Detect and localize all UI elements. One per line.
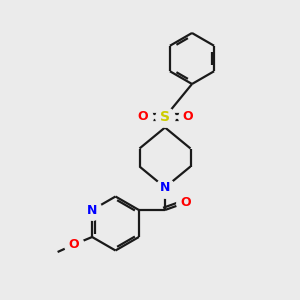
Text: O: O xyxy=(69,238,80,251)
Text: N: N xyxy=(160,181,170,194)
Text: S: S xyxy=(160,110,170,124)
Text: O: O xyxy=(181,196,191,209)
Text: N: N xyxy=(87,203,97,217)
Text: O: O xyxy=(182,110,193,124)
Text: O: O xyxy=(137,110,148,124)
